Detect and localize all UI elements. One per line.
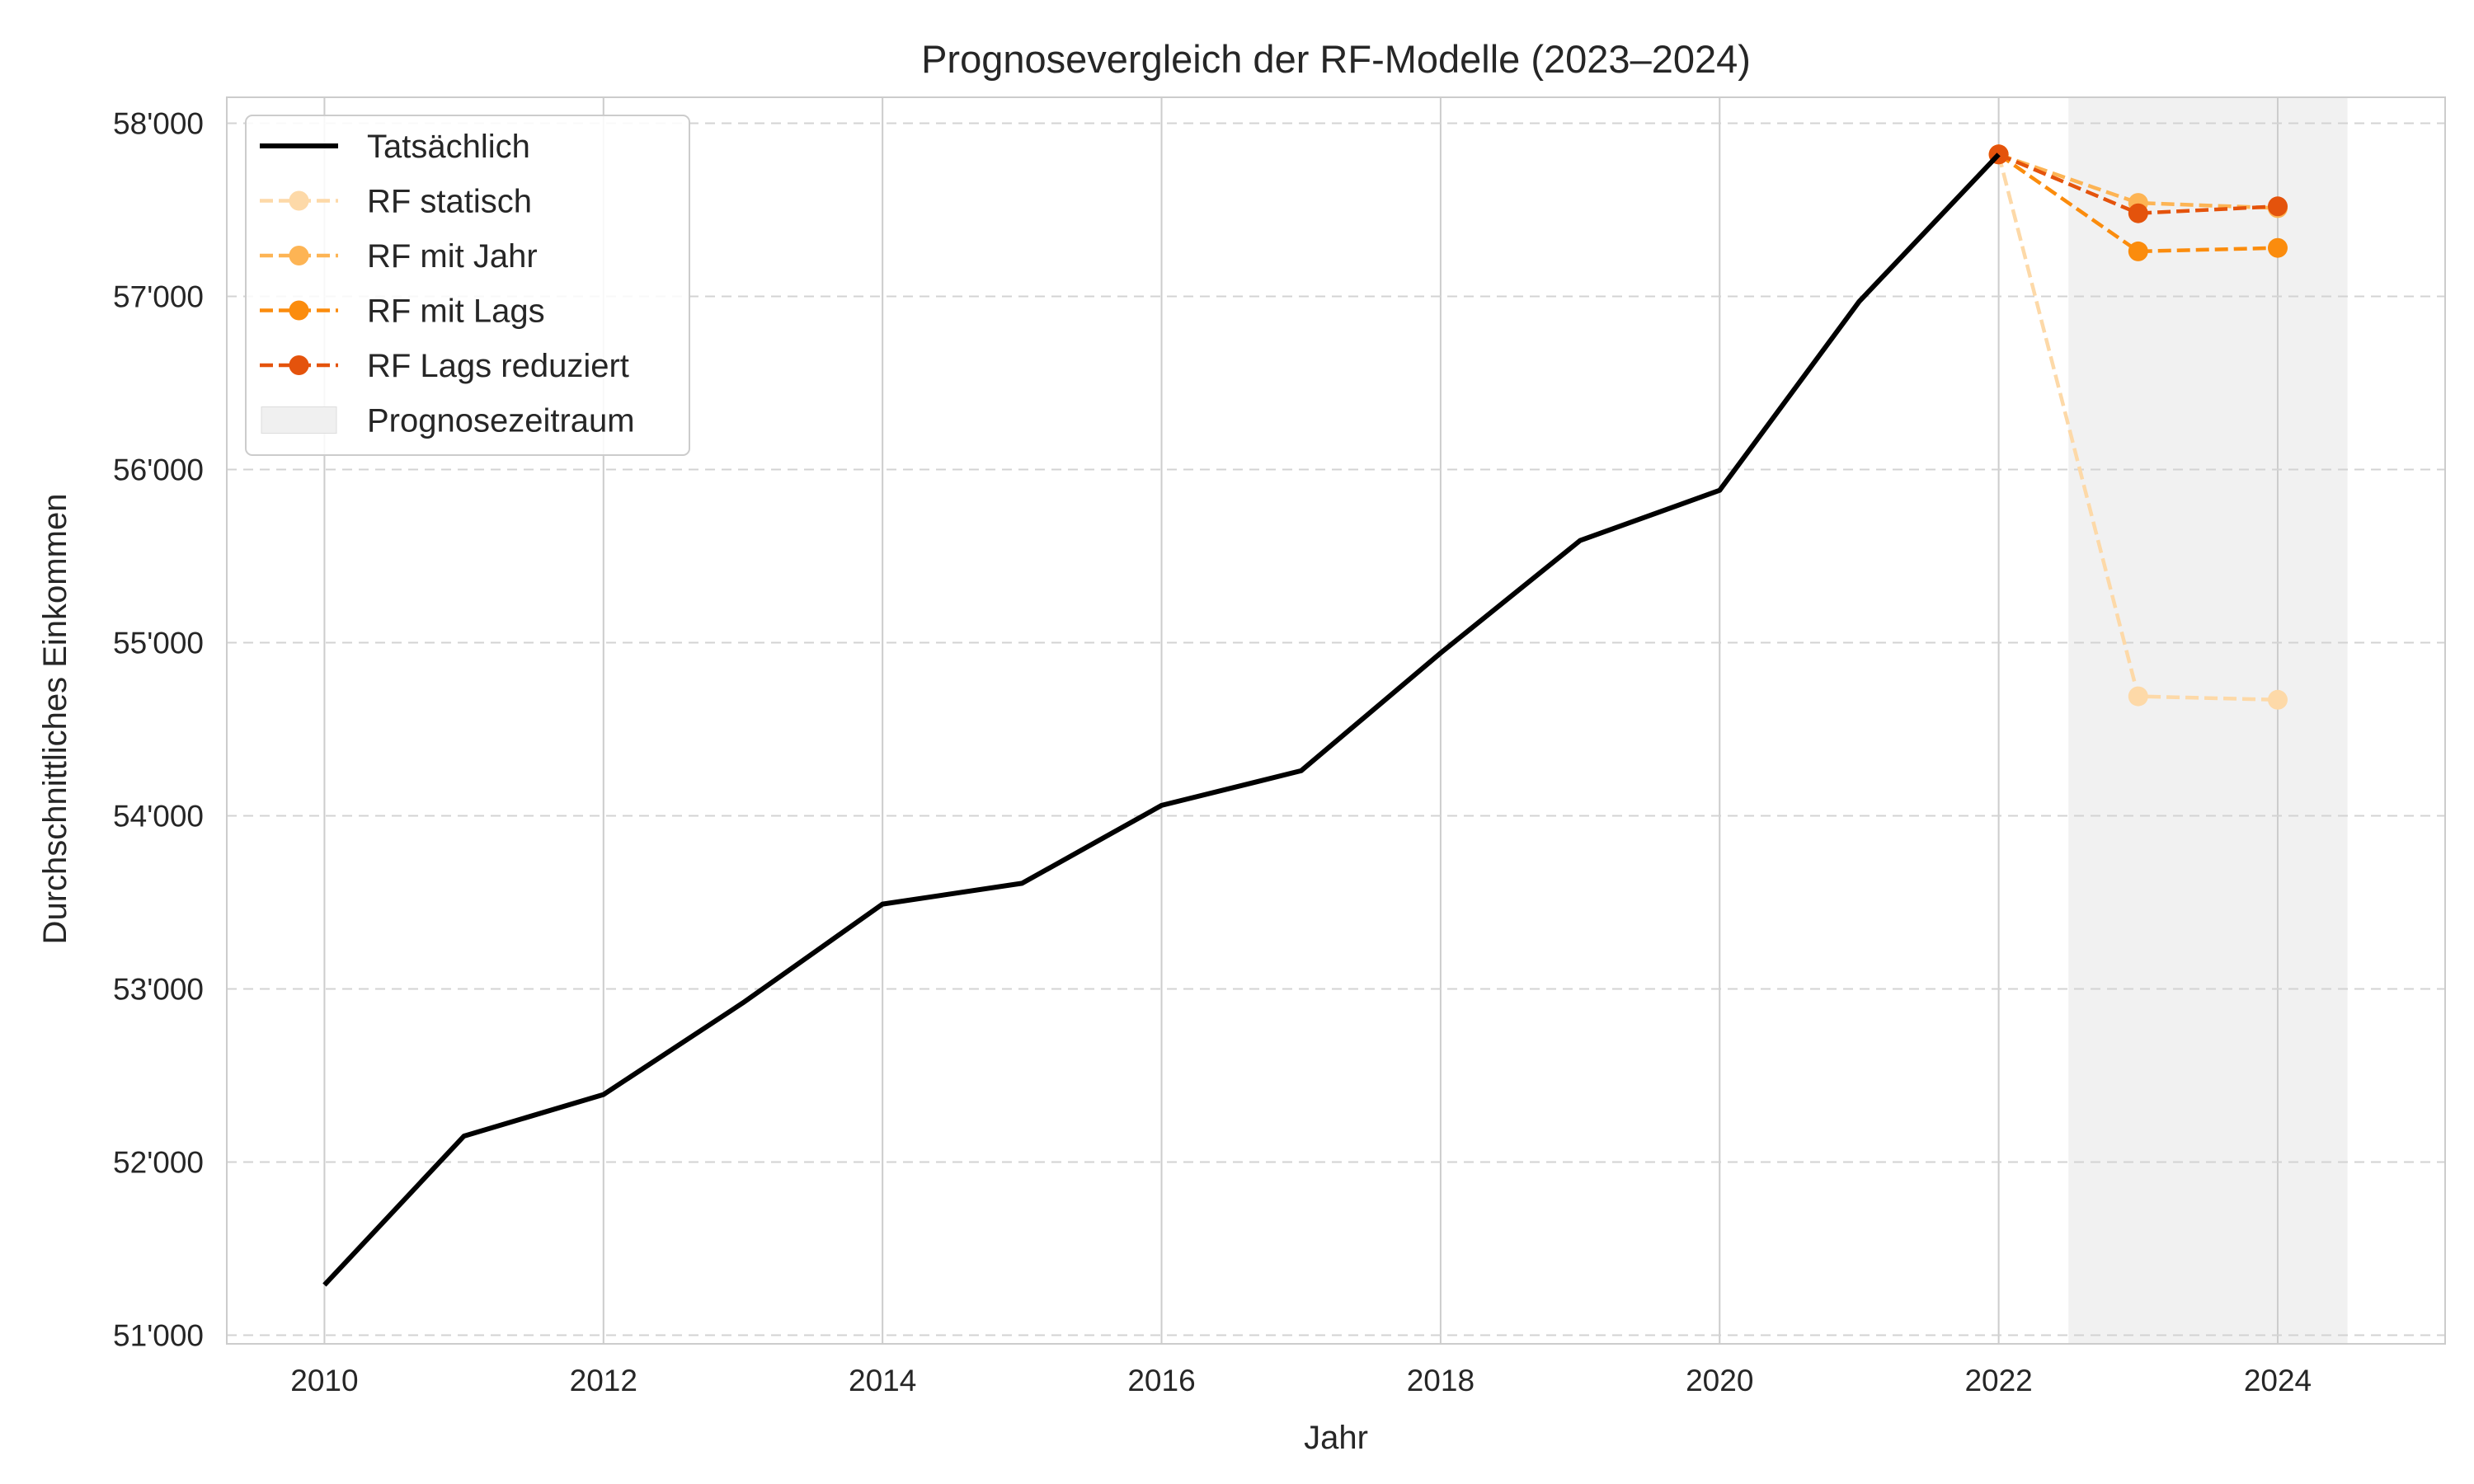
- legend: Tatsächlich RF statisch RF mit Jahr RF mit …: [245, 115, 690, 456]
- y-tick-label: 56'000: [113, 453, 204, 487]
- x-tick-label: 2012: [570, 1364, 637, 1397]
- forecast-span: [2068, 97, 2348, 1344]
- grid-layer: [227, 97, 2445, 1344]
- series-line-0: [322, 153, 2001, 1287]
- x-tick-label: 2016: [1127, 1364, 1195, 1397]
- y-tick-label: 52'000: [113, 1146, 204, 1180]
- y-tick-label: 55'000: [113, 627, 204, 660]
- legend-box: [245, 115, 690, 456]
- data-point: [2267, 689, 2288, 710]
- data-point: [2267, 196, 2288, 217]
- x-tick-label: 2020: [1686, 1364, 1753, 1397]
- x-tick-label: 2024: [2244, 1364, 2312, 1397]
- legend-items: Tatsächlich RF statisch RF mit Jahr RF mit …: [260, 129, 635, 439]
- x-tick-label: 2010: [290, 1364, 358, 1397]
- legend-marker: [289, 300, 309, 321]
- legend-marker: [289, 190, 309, 211]
- y-tick-label: 58'000: [113, 107, 204, 141]
- series-layer: [322, 144, 2288, 1287]
- legend-marker: [289, 355, 309, 375]
- plot-frame: [226, 96, 2446, 1345]
- x-tick-label: 2022: [1964, 1364, 2032, 1397]
- y-tick-label: 51'000: [113, 1319, 204, 1353]
- data-point: [2128, 686, 2148, 707]
- y-tick-label: 57'000: [113, 280, 204, 314]
- data-point: [2267, 237, 2288, 258]
- legend-swatch-span: [261, 406, 337, 434]
- chart-title: Prognosevergleich der RF-Modelle (2023–2…: [921, 37, 1751, 81]
- tick-label-layer: 2010 2012 2014 2016 2018 2020 2022 2024 51'000 52…: [113, 107, 2312, 1398]
- y-tick-label: 54'000: [113, 800, 204, 834]
- legend-label: RF Lags reduziert: [367, 348, 629, 384]
- legend-marker: [289, 246, 309, 265]
- x-axis-label: Jahr: [1304, 1420, 1368, 1456]
- legend-label: RF mit Lags: [367, 294, 545, 330]
- x-tick-label: 2014: [849, 1364, 916, 1397]
- legend-label: RF mit Jahr: [367, 238, 538, 275]
- y-tick-label: 53'000: [113, 973, 204, 1007]
- forecast-span-layer: [2068, 97, 2348, 1344]
- y-axis-label: Durchschnittliches Einkommen: [37, 494, 73, 945]
- series-line-2: [1997, 153, 2279, 210]
- x-tick-label: 2018: [1407, 1364, 1475, 1397]
- legend-label: RF statisch: [367, 184, 532, 220]
- legend-label: Tatsächlich: [367, 129, 530, 165]
- series-line-4: [1997, 153, 2279, 215]
- data-point: [2128, 241, 2148, 261]
- data-point: [2128, 203, 2148, 223]
- legend-label: Prognosezeitraum: [367, 403, 635, 439]
